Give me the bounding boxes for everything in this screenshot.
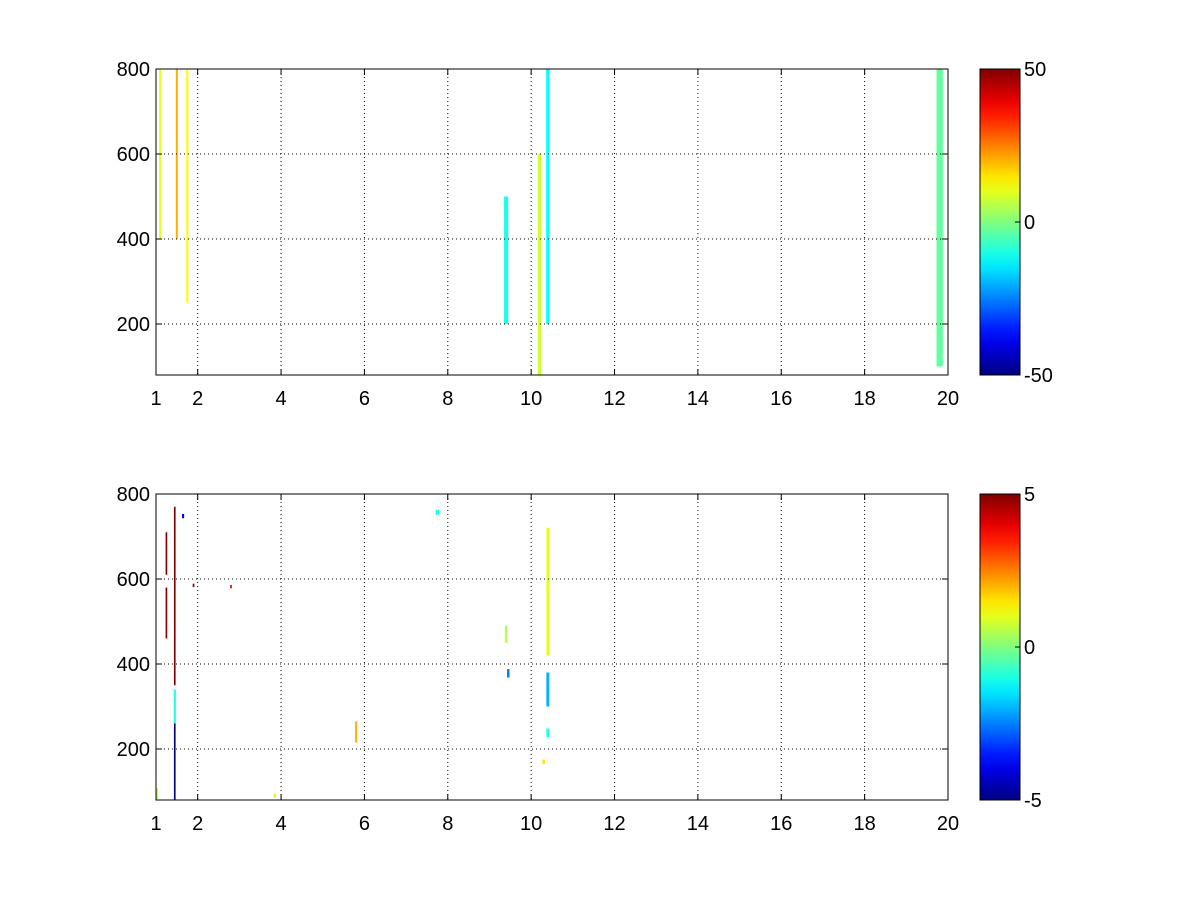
colorbar-gradient [980,69,1020,375]
x-tick-label: 16 [770,813,792,835]
colorbar: 5 0 -5 [979,484,1042,812]
x-axis: 1 2 4 6 8 10 12 14 16 18 20 [150,69,959,410]
y-tick-label: 400 [117,229,150,251]
colorbar-tick-label: 5 [1024,484,1035,506]
heatmap-cell-5 [504,196,509,324]
y-tick-label: 800 [117,59,150,81]
x-tick-label: 8 [442,388,453,410]
x-tick-label: 1 [150,813,161,835]
heatmap-cell-5 [182,513,185,519]
heatmap-cells [156,506,550,800]
colorbar-tick-label: 0 [1024,212,1035,234]
x-tick-label: 18 [854,388,876,410]
heatmap-cell-4 [173,689,176,724]
heatmap-cell-10 [504,625,508,643]
y-tick-label: 600 [117,144,150,166]
heatmap-cell-13 [546,672,550,707]
x-tick-label: 16 [770,388,792,410]
plot-frame [155,493,949,801]
heatmap-cell-9 [435,509,440,515]
y-axis: 200 400 600 800 [117,59,948,336]
x-tick-label: 2 [192,388,203,410]
y-tick-label: 200 [117,314,150,336]
colorbar-tick-label: -50 [1024,365,1053,387]
heatmap-cell-3 [173,689,176,800]
x-tick-label: 10 [520,388,542,410]
grid-lines [156,494,948,800]
plot-area [156,69,948,375]
heatmap-cell-8 [355,721,358,743]
heatmap-cell-6 [192,583,195,588]
x-tick-label: 1 [150,388,161,410]
heatmap-cell-15 [542,759,545,764]
x-tick-label: 8 [442,813,453,835]
x-tick-label: 20 [937,813,959,835]
x-tick-label: 12 [603,813,625,835]
heatmap-cell-12 [546,528,550,656]
y-tick-label: 600 [117,569,150,591]
x-tick-label: 18 [854,813,876,835]
colorbar-tick-label: 0 [1024,637,1035,659]
heatmap-cell-1 [165,587,168,639]
x-axis: 1 2 4 6 8 10 12 14 16 18 20 [150,494,959,835]
x-tick-label: 4 [275,388,286,410]
x-tick-label: 2 [192,813,203,835]
heatmap-cell-0 [165,532,168,575]
x-tick-label: 6 [359,388,370,410]
heatmap-cell-4 [546,69,550,324]
colorbar: 50 0 -50 [979,59,1053,387]
y-tick-label: 400 [117,654,150,676]
plot-area [156,494,948,800]
heatmap-cell-7 [230,584,232,589]
x-tick-label: 10 [520,813,542,835]
x-tick-label: 4 [275,813,286,835]
x-tick-label: 6 [359,813,370,835]
x-tick-label: 12 [603,388,625,410]
plot-frame [155,68,949,376]
heatmap-cell-3 [537,154,542,375]
heatmap-cell-14 [546,728,550,738]
heatmap-cell-11 [506,669,510,678]
y-tick-label: 800 [117,484,150,506]
colorbar-tick-label: 50 [1024,59,1046,81]
heatmap-cell-2 [173,506,176,686]
x-tick-label: 14 [687,813,709,835]
heatmap-cell-17 [273,793,277,798]
heatmap-cell-16 [156,788,159,799]
x-tick-label: 20 [937,388,959,410]
grid-lines [156,69,948,375]
heatmap-cell-6 [936,69,943,367]
y-axis: 200 400 600 800 [117,484,948,761]
y-tick-label: 200 [117,739,150,761]
colorbar-gradient [980,494,1020,800]
colorbar-tick-label: -5 [1024,790,1042,812]
heatmap-cell-2 [186,69,189,303]
x-tick-label: 14 [687,388,709,410]
